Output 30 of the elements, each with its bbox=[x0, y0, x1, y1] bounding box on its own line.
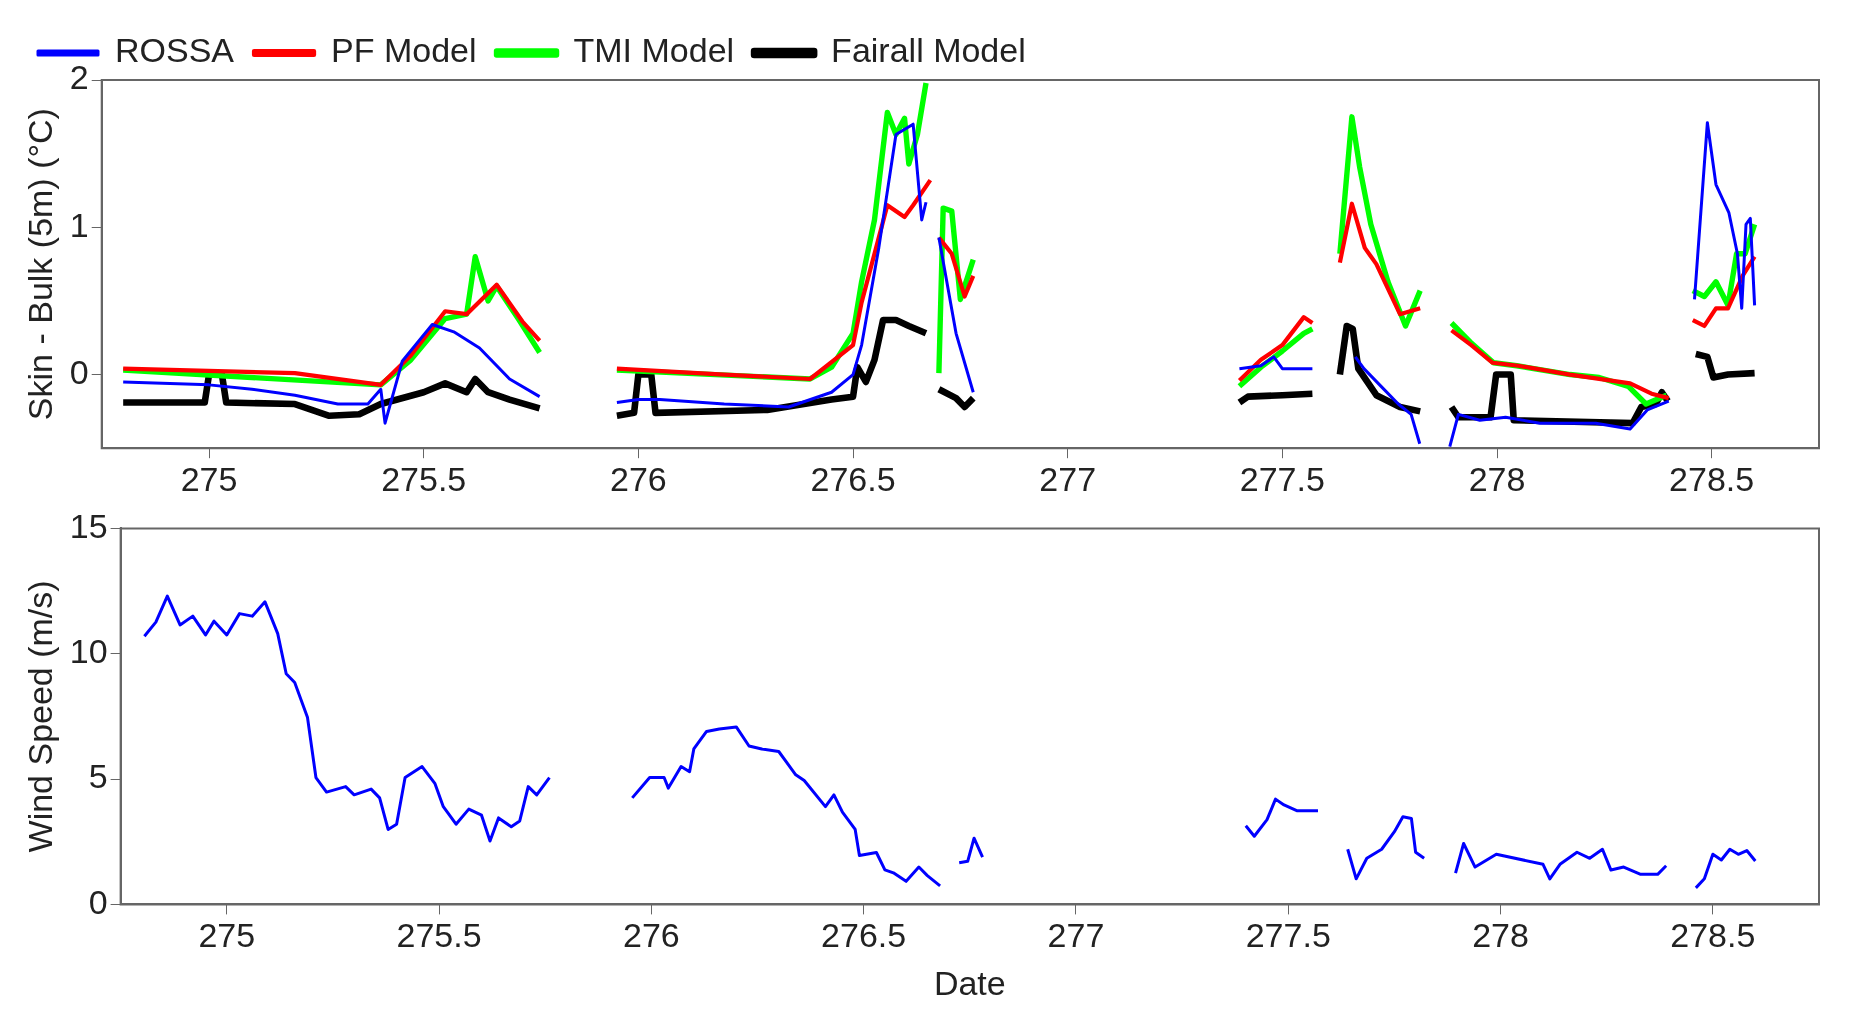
y-tick-label: 2 bbox=[69, 58, 89, 97]
x-tick-label: 275.5 bbox=[381, 459, 467, 498]
x-tick-label: 278 bbox=[1468, 459, 1526, 498]
y-axis-title: Skin - Bulk (5m) (°C) bbox=[20, 108, 59, 421]
x-tick-label: 277 bbox=[1039, 459, 1097, 498]
y-tick-label: 0 bbox=[69, 352, 89, 391]
legend-label: ROSSA bbox=[115, 31, 235, 70]
y-tick-label: 5 bbox=[88, 757, 108, 796]
y-tick-label: 0 bbox=[88, 882, 108, 921]
x-tick-label: 275 bbox=[198, 916, 256, 955]
x-tick-label: 277.5 bbox=[1239, 459, 1325, 498]
y-axis-title: Wind Speed (m/s) bbox=[20, 580, 59, 853]
x-tick-label: 277.5 bbox=[1245, 916, 1331, 955]
x-tick-label: 276.5 bbox=[821, 916, 907, 955]
x-tick-label: 276 bbox=[623, 916, 680, 955]
legend-label: TMI Model bbox=[573, 31, 735, 70]
x-tick-label: 277 bbox=[1047, 916, 1105, 955]
x-tick-label: 278 bbox=[1472, 916, 1529, 955]
y-tick-label: 10 bbox=[69, 632, 108, 671]
x-tick-label: 278.5 bbox=[1669, 459, 1755, 498]
x-tick-label: 278.5 bbox=[1670, 916, 1756, 955]
x-tick-label: 275 bbox=[180, 459, 238, 498]
legend-label: Fairall Model bbox=[831, 31, 1026, 70]
x-tick-label: 276.5 bbox=[810, 459, 896, 498]
x-axis-title: Date bbox=[933, 963, 1006, 1002]
x-tick-label: 276 bbox=[610, 459, 667, 498]
y-tick-label: 15 bbox=[69, 506, 108, 545]
y-tick-label: 1 bbox=[69, 205, 89, 244]
x-tick-label: 275.5 bbox=[396, 916, 482, 955]
legend-label: PF Model bbox=[331, 31, 477, 70]
